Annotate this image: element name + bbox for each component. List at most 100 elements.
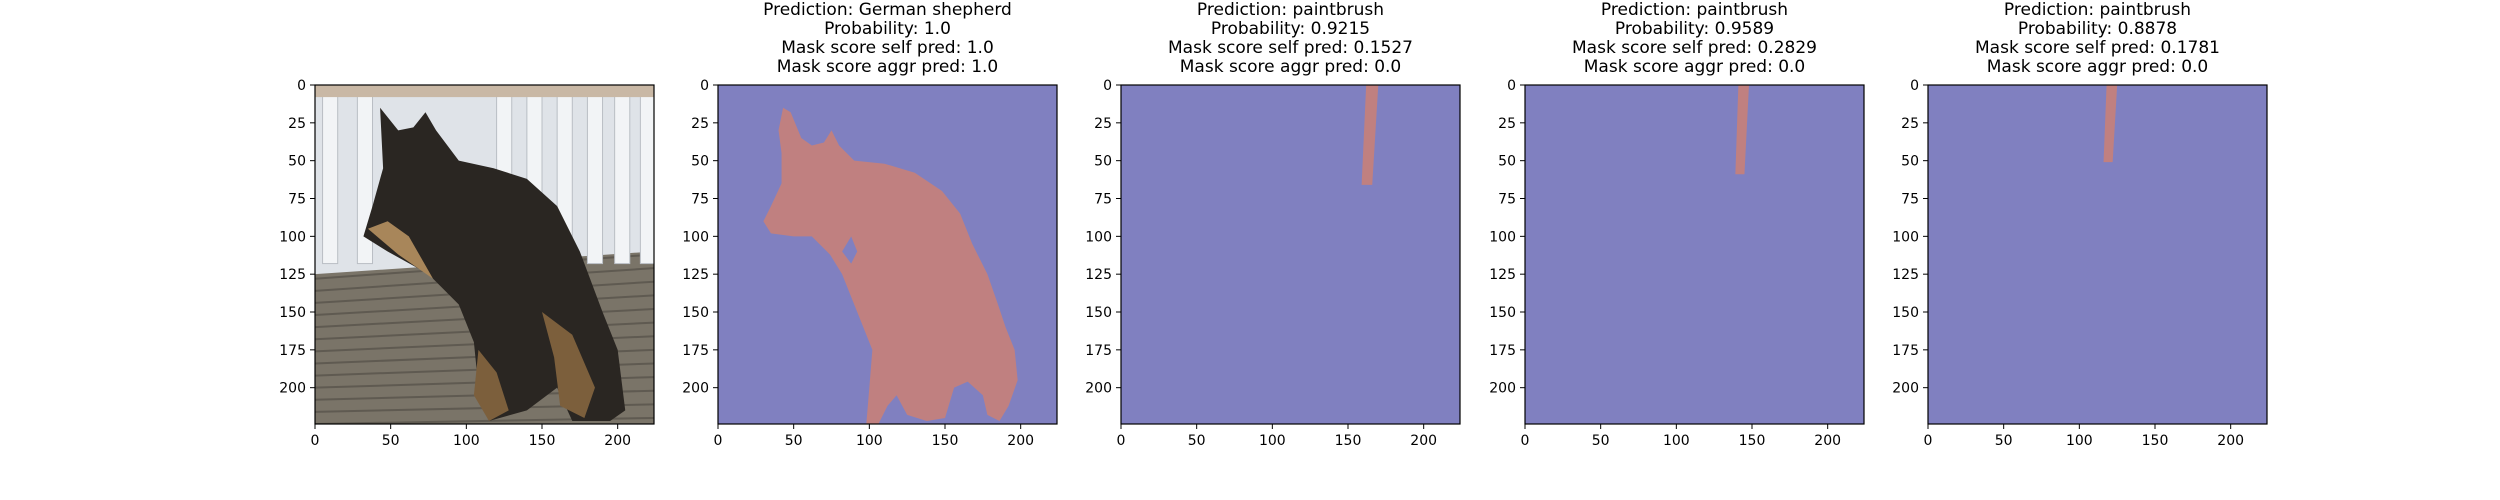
- panel-title-line: Mask score self pred: 1.0: [781, 38, 994, 58]
- dog-photo: [315, 85, 654, 437]
- y-tick-label: 25: [1498, 116, 1516, 132]
- y-tick-label: 125: [682, 267, 709, 283]
- y-tick-label: 75: [1901, 192, 1919, 208]
- panel-title-line: Probability: 1.0: [824, 19, 951, 39]
- y-tick-label: 125: [279, 267, 306, 283]
- panel-title-line: Mask score self pred: 0.1781: [1975, 38, 2220, 58]
- panel-title-line: Mask score aggr pred: 1.0: [777, 57, 999, 77]
- y-tick-label: 100: [1085, 229, 1112, 245]
- x-tick-label: 150: [932, 433, 959, 449]
- x-tick-label: 0: [1521, 433, 1530, 449]
- mask-background: [1121, 85, 1460, 424]
- panel-title-line: Probability: 0.8878: [2018, 19, 2177, 39]
- y-tick-label: 150: [1892, 305, 1919, 321]
- x-tick-label: 0: [1924, 433, 1933, 449]
- x-tick-label: 0: [1117, 433, 1126, 449]
- y-tick-label: 100: [682, 229, 709, 245]
- y-tick-label: 150: [279, 305, 306, 321]
- panel-1: 0 50 100 150 200 0 25 50 75 100 125 150 175 200: [279, 78, 655, 449]
- axes-frame: [1927, 84, 2268, 425]
- y-tick-label: 75: [691, 192, 709, 208]
- x-tick-label: 0: [714, 433, 723, 449]
- x-tick-label: 0: [311, 433, 320, 449]
- dog-leg: [542, 312, 595, 418]
- dog-front-leg: [473, 349, 509, 421]
- axes-frame: [717, 84, 1058, 425]
- y-tick-label: 175: [279, 343, 306, 359]
- y-tick-label: 50: [1901, 154, 1919, 170]
- y-tick-label: 75: [1094, 192, 1112, 208]
- y-tick-label: 100: [279, 229, 306, 245]
- y-tick-label: 200: [1085, 381, 1112, 397]
- railing-post: [586, 85, 604, 265]
- x-tick-label: 150: [1335, 433, 1362, 449]
- railing-post: [639, 85, 654, 265]
- x-tick-label: 200: [604, 433, 631, 449]
- y-tick-label: 150: [1085, 305, 1112, 321]
- x-tick-label: 200: [1007, 433, 1034, 449]
- panel-title-line: Mask score self pred: 0.2829: [1572, 38, 1817, 58]
- x-tick-label: 150: [1739, 433, 1766, 449]
- mask-foreground: [1735, 85, 1749, 175]
- y-tick-label: 150: [682, 305, 709, 321]
- x-tick-label: 100: [1663, 433, 1690, 449]
- y-tick-label: 200: [1489, 381, 1516, 397]
- y-tick-label: 100: [1489, 229, 1516, 245]
- y-tick-label: 175: [682, 343, 709, 359]
- y-tick-label: 0: [1910, 78, 1919, 94]
- y-tick-label: 50: [288, 154, 306, 170]
- y-tick-label: 175: [1489, 343, 1516, 359]
- panel-3: 0 50 100 150 200 0 25 50 75 100 125 150 175 200 Predic…: [1085, 0, 1461, 449]
- x-tick-label: 150: [2142, 433, 2169, 449]
- panel-title-line: Mask score self pred: 0.1527: [1168, 38, 1413, 58]
- axes-frame: [314, 84, 655, 425]
- mask-image: [1121, 85, 1460, 424]
- panel-title-line: Probability: 0.9589: [1615, 19, 1774, 39]
- mask-hole: [842, 236, 858, 264]
- y-tick-label: 25: [288, 116, 306, 132]
- panel-title-line: Prediction: German shepherd: [763, 0, 1012, 20]
- floor-board-line: [315, 432, 654, 437]
- y-tick-label: 0: [1103, 78, 1112, 94]
- railing-top: [315, 85, 654, 98]
- axes-frame: [1120, 84, 1461, 425]
- x-tick-label: 50: [1995, 433, 2013, 449]
- x-tick-label: 50: [1592, 433, 1610, 449]
- mask-image: [1928, 85, 2267, 424]
- x-tick-label: 50: [382, 433, 400, 449]
- x-tick-label: 100: [2066, 433, 2093, 449]
- x-tick-label: 100: [856, 433, 883, 449]
- panel-2: 0 50 100 150 200 0 25 50 75 100 125 150 175 200 Predic…: [682, 0, 1058, 449]
- y-tick-label: 125: [1892, 267, 1919, 283]
- panel-title-line: Mask score aggr pred: 0.0: [1987, 57, 2209, 77]
- panel-5: 0 50 100 150 200 0 25 50 75 100 125 150 175 200 Predic…: [1892, 0, 2268, 449]
- panel-4: 0 50 100 150 200 0 25 50 75 100 125 150 175 200 Predic…: [1489, 0, 1865, 449]
- y-tick-label: 125: [1489, 267, 1516, 283]
- x-tick-label: 100: [453, 433, 480, 449]
- panel-title-line: Prediction: paintbrush: [1601, 0, 1788, 20]
- mask-image: [1525, 85, 1864, 424]
- y-tick-label: 0: [1507, 78, 1516, 94]
- y-tick-label: 25: [1094, 116, 1112, 132]
- axes-frame: [1524, 84, 1865, 425]
- mask-foreground: [2103, 85, 2118, 163]
- y-tick-label: 75: [288, 192, 306, 208]
- y-tick-label: 175: [1892, 343, 1919, 359]
- y-tick-label: 125: [1085, 267, 1112, 283]
- x-tick-label: 50: [785, 433, 803, 449]
- dog-muzzle: [367, 221, 434, 279]
- x-tick-label: 100: [1259, 433, 1286, 449]
- y-tick-label: 25: [691, 116, 709, 132]
- mask-background: [1525, 85, 1864, 424]
- x-tick-label: 200: [2217, 433, 2244, 449]
- y-tick-label: 25: [1901, 116, 1919, 132]
- panel-title-line: Prediction: paintbrush: [1197, 0, 1384, 20]
- x-tick-label: 150: [529, 433, 556, 449]
- y-tick-label: 200: [682, 381, 709, 397]
- mask-foreground: [763, 107, 1018, 424]
- y-tick-label: 0: [700, 78, 709, 94]
- y-tick-label: 50: [691, 154, 709, 170]
- panel-title-line: Prediction: paintbrush: [2004, 0, 2191, 20]
- y-tick-label: 175: [1085, 343, 1112, 359]
